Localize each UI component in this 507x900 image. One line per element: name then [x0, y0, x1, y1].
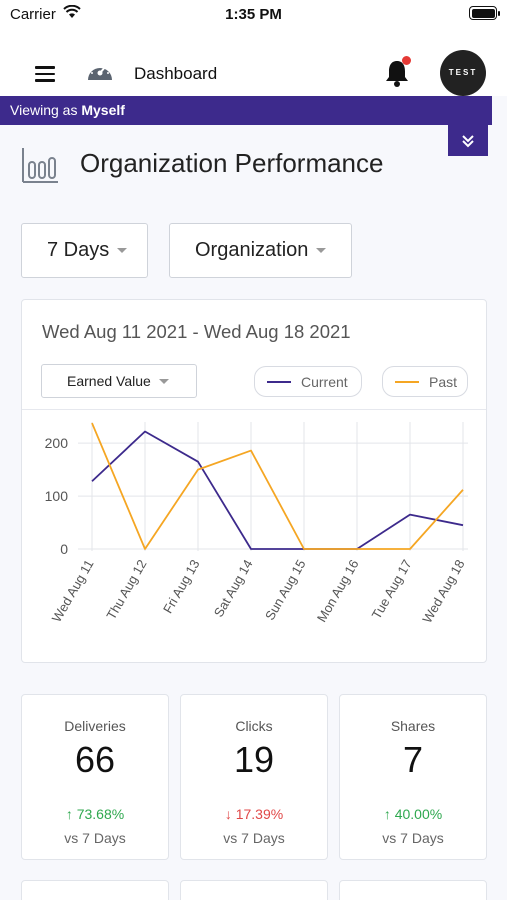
y-tick-label: 100 [45, 488, 69, 504]
app-header: Dashboard TEST [0, 30, 507, 96]
stat-card-clicks[interactable]: Clicks 19 ↓ 17.39% vs 7 Days [180, 694, 328, 860]
series-line-current [91, 430, 464, 550]
stat-comparison: vs 7 Days [223, 830, 285, 846]
battery-icon [469, 6, 500, 20]
arrow-up-icon: ↑ [65, 806, 77, 822]
stat-card-deliveries[interactable]: Deliveries 66 ↑ 73.68% vs 7 Days [21, 694, 169, 860]
legend-current[interactable]: Current [254, 366, 362, 397]
scope-dropdown[interactable]: Organization [169, 223, 352, 278]
x-tick-label: Tue Aug 17 [369, 557, 415, 622]
legend-current-label: Current [301, 373, 348, 390]
stat-change: ↓ 17.39% [181, 806, 327, 822]
x-tick-label: Sun Aug 15 [262, 557, 309, 623]
viewing-as-bar: Viewing as Myself [0, 96, 492, 125]
x-tick-label: Fri Aug 13 [160, 557, 203, 616]
arrow-up-icon: ↑ [383, 806, 395, 822]
period-value: 7 Days [47, 239, 110, 261]
stat-comparison: vs 7 Days [382, 830, 444, 846]
divider [22, 409, 486, 410]
stat-change: ↑ 73.68% [22, 806, 168, 822]
performance-chart-card: Wed Aug 11 2021 - Wed Aug 18 2021 Earned… [21, 299, 487, 663]
caret-down-icon [158, 378, 169, 384]
notification-bell-icon[interactable] [383, 58, 411, 88]
carrier-label: Carrier [10, 6, 56, 23]
status-bar: Carrier 1:35 PM [0, 0, 507, 30]
stat-value: 19 [233, 739, 275, 780]
stat-change-value: 73.68% [76, 806, 125, 822]
header-title: Dashboard [134, 64, 218, 83]
bar-chart-icon [22, 148, 58, 183]
viewing-user: Myself [81, 102, 125, 118]
stat-label: Shares [390, 718, 436, 734]
metric-value: Earned Value [67, 373, 151, 389]
stat-label: Clicks [235, 718, 273, 734]
stat-label: Deliveries [64, 718, 126, 734]
line-chart: 0 100 200 Wed Aug 11 Thu Aug 12 Fri Aug 13 Sat… [45, 422, 468, 626]
stat-change-value: 17.39% [235, 806, 284, 822]
x-tick-label: Wed Aug 18 [419, 557, 467, 626]
metric-dropdown[interactable]: Earned Value [41, 364, 197, 398]
stat-card-partial[interactable] [339, 880, 487, 900]
x-tick-label: Mon Aug 16 [314, 557, 362, 625]
stat-value: 66 [74, 739, 116, 780]
scope-value: Organization [195, 239, 309, 261]
legend-past[interactable]: Past [382, 366, 468, 397]
caret-down-icon [316, 248, 327, 253]
stat-change: ↑ 40.00% [340, 806, 486, 822]
stat-card-partial[interactable] [180, 880, 328, 900]
clock: 1:35 PM [225, 6, 282, 23]
hamburger-menu-icon[interactable] [35, 66, 55, 82]
date-range: Wed Aug 11 2021 - Wed Aug 18 2021 [42, 321, 351, 342]
period-dropdown[interactable]: 7 Days [21, 223, 148, 278]
legend-swatch-current [267, 380, 291, 383]
legend-swatch-past [395, 380, 419, 383]
y-tick-label: 200 [45, 435, 69, 451]
stat-change-value: 40.00% [394, 806, 443, 822]
series-line-past [91, 422, 464, 550]
double-chevron-down-icon [462, 134, 474, 147]
legend-past-label: Past [429, 373, 458, 390]
stat-comparison: vs 7 Days [64, 830, 126, 846]
wifi-icon [63, 5, 81, 18]
y-tick-label: 0 [60, 541, 68, 557]
arrow-down-icon: ↓ [224, 806, 236, 822]
gauge-icon [88, 64, 112, 80]
stat-card-partial[interactable] [21, 880, 169, 900]
expand-toggle-button[interactable] [448, 125, 488, 156]
x-tick-label: Thu Aug 12 [103, 557, 149, 622]
viewing-prefix: Viewing as [10, 102, 78, 118]
page-title: Organization Performance [80, 148, 384, 178]
stat-value: 7 [402, 739, 424, 780]
notification-badge [402, 56, 411, 65]
x-tick-label: Sat Aug 14 [211, 557, 256, 620]
caret-down-icon [117, 248, 128, 253]
avatar[interactable]: TEST [440, 50, 486, 96]
x-tick-label: Wed Aug 11 [49, 557, 97, 625]
stat-card-shares[interactable]: Shares 7 ↑ 40.00% vs 7 Days [339, 694, 487, 860]
